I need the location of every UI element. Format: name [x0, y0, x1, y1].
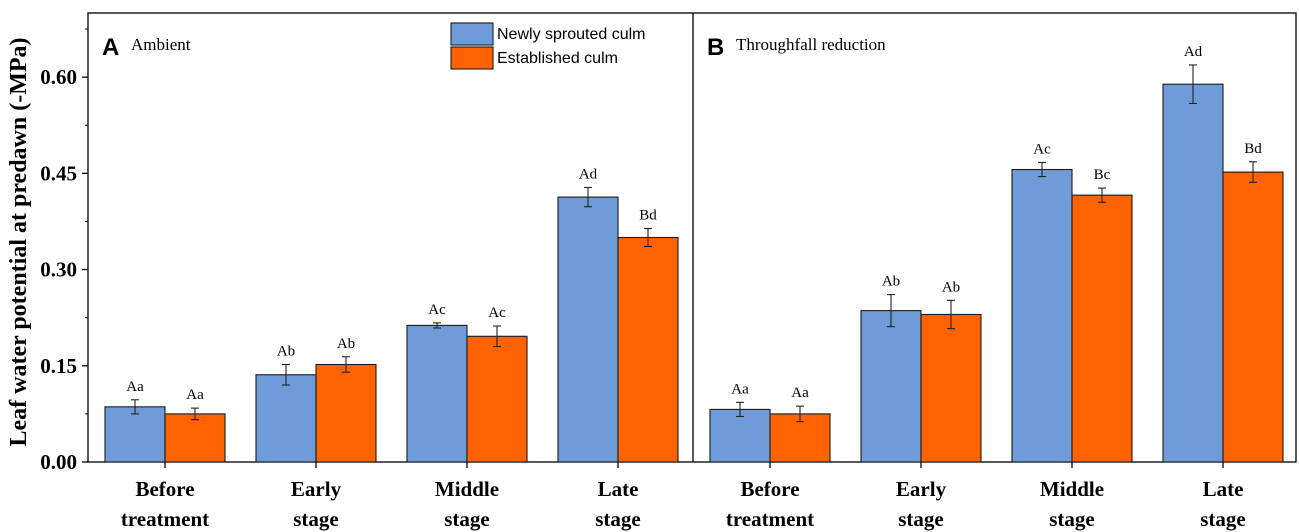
bar: [1071, 194, 1133, 463]
x-tick-label: treatment: [121, 507, 209, 531]
panel-title: Throughfall reduction: [736, 35, 886, 54]
y-tick-label: 0.15: [40, 354, 77, 378]
x-tick-label: Middle: [1040, 477, 1104, 501]
legend-swatch: [450, 46, 494, 70]
panel-a: A Ambient Before treatment Aa Aa Early stage Ab A…: [102, 34, 679, 531]
y-tick-label: 0.30: [40, 258, 77, 282]
bar: [466, 335, 528, 463]
data-label: Bd: [1244, 141, 1262, 157]
data-label: Ac: [488, 305, 506, 321]
bar: [920, 313, 982, 463]
data-label: Ad: [1184, 44, 1203, 60]
plot-border: [87, 12, 1297, 463]
data-label: Ab: [942, 279, 960, 295]
bar: [1162, 83, 1224, 463]
x-tick-label: Late: [598, 477, 639, 501]
legend: Newly sprouted culm Established culm: [450, 22, 646, 70]
data-label: Aa: [731, 381, 749, 397]
bar: [255, 374, 317, 463]
y-axis: 0.00 0.15 0.30 0.45 0.60: [40, 28, 88, 474]
x-tick-label: stage: [1049, 507, 1095, 531]
panel-title: Ambient: [131, 35, 191, 54]
panel-b: B Throughfall reduction Before treatment Aa A…: [707, 34, 1284, 531]
panels: A Ambient Before treatment Aa Aa Early stage Ab A…: [102, 34, 1284, 531]
bar: [617, 236, 679, 463]
x-tick-label: Late: [1203, 477, 1244, 501]
data-label: Ab: [337, 336, 355, 352]
x-tick-label: Early: [291, 477, 342, 501]
data-label: Ac: [428, 302, 446, 318]
panel-letter: B: [707, 34, 724, 61]
x-tick-label: stage: [898, 507, 944, 531]
x-tick-label: Before: [135, 477, 194, 501]
data-label: Aa: [126, 379, 144, 395]
data-label: Ac: [1033, 141, 1051, 157]
y-tick-label: 0.00: [40, 450, 77, 474]
panel-letter: A: [102, 34, 119, 61]
x-tick-label: stage: [1200, 507, 1246, 531]
bar: [406, 324, 468, 463]
bar: [1222, 171, 1284, 463]
bar: [860, 310, 922, 463]
bar: [164, 413, 226, 463]
data-label: Aa: [791, 385, 809, 401]
y-axis-label: Leaf water potential at predawn (-MPa): [6, 37, 32, 446]
bar: [315, 363, 377, 463]
data-label: Bc: [1094, 167, 1111, 183]
plot-frame: [87, 12, 1297, 463]
bar: [1011, 168, 1073, 463]
data-label: Ab: [277, 344, 295, 360]
legend-swatch: [450, 22, 494, 46]
x-tick-label: Middle: [435, 477, 499, 501]
x-tick-label: stage: [444, 507, 490, 531]
bar: [709, 408, 771, 463]
x-tick-label: stage: [595, 507, 641, 531]
legend-label: Established culm: [497, 50, 618, 67]
data-label: Aa: [186, 387, 204, 403]
y-tick-label: 0.60: [40, 65, 77, 89]
y-tick-label: 0.45: [40, 161, 77, 185]
data-label: Ab: [882, 274, 900, 290]
data-label: Ad: [579, 166, 598, 182]
x-tick-label: Early: [896, 477, 947, 501]
x-tick-label: stage: [293, 507, 339, 531]
x-tick-label: treatment: [726, 507, 814, 531]
x-tick-label: Before: [740, 477, 799, 501]
bar: [557, 196, 619, 463]
legend-label: Newly sprouted culm: [497, 26, 646, 43]
bar: [104, 406, 166, 463]
data-label: Bd: [639, 208, 657, 224]
